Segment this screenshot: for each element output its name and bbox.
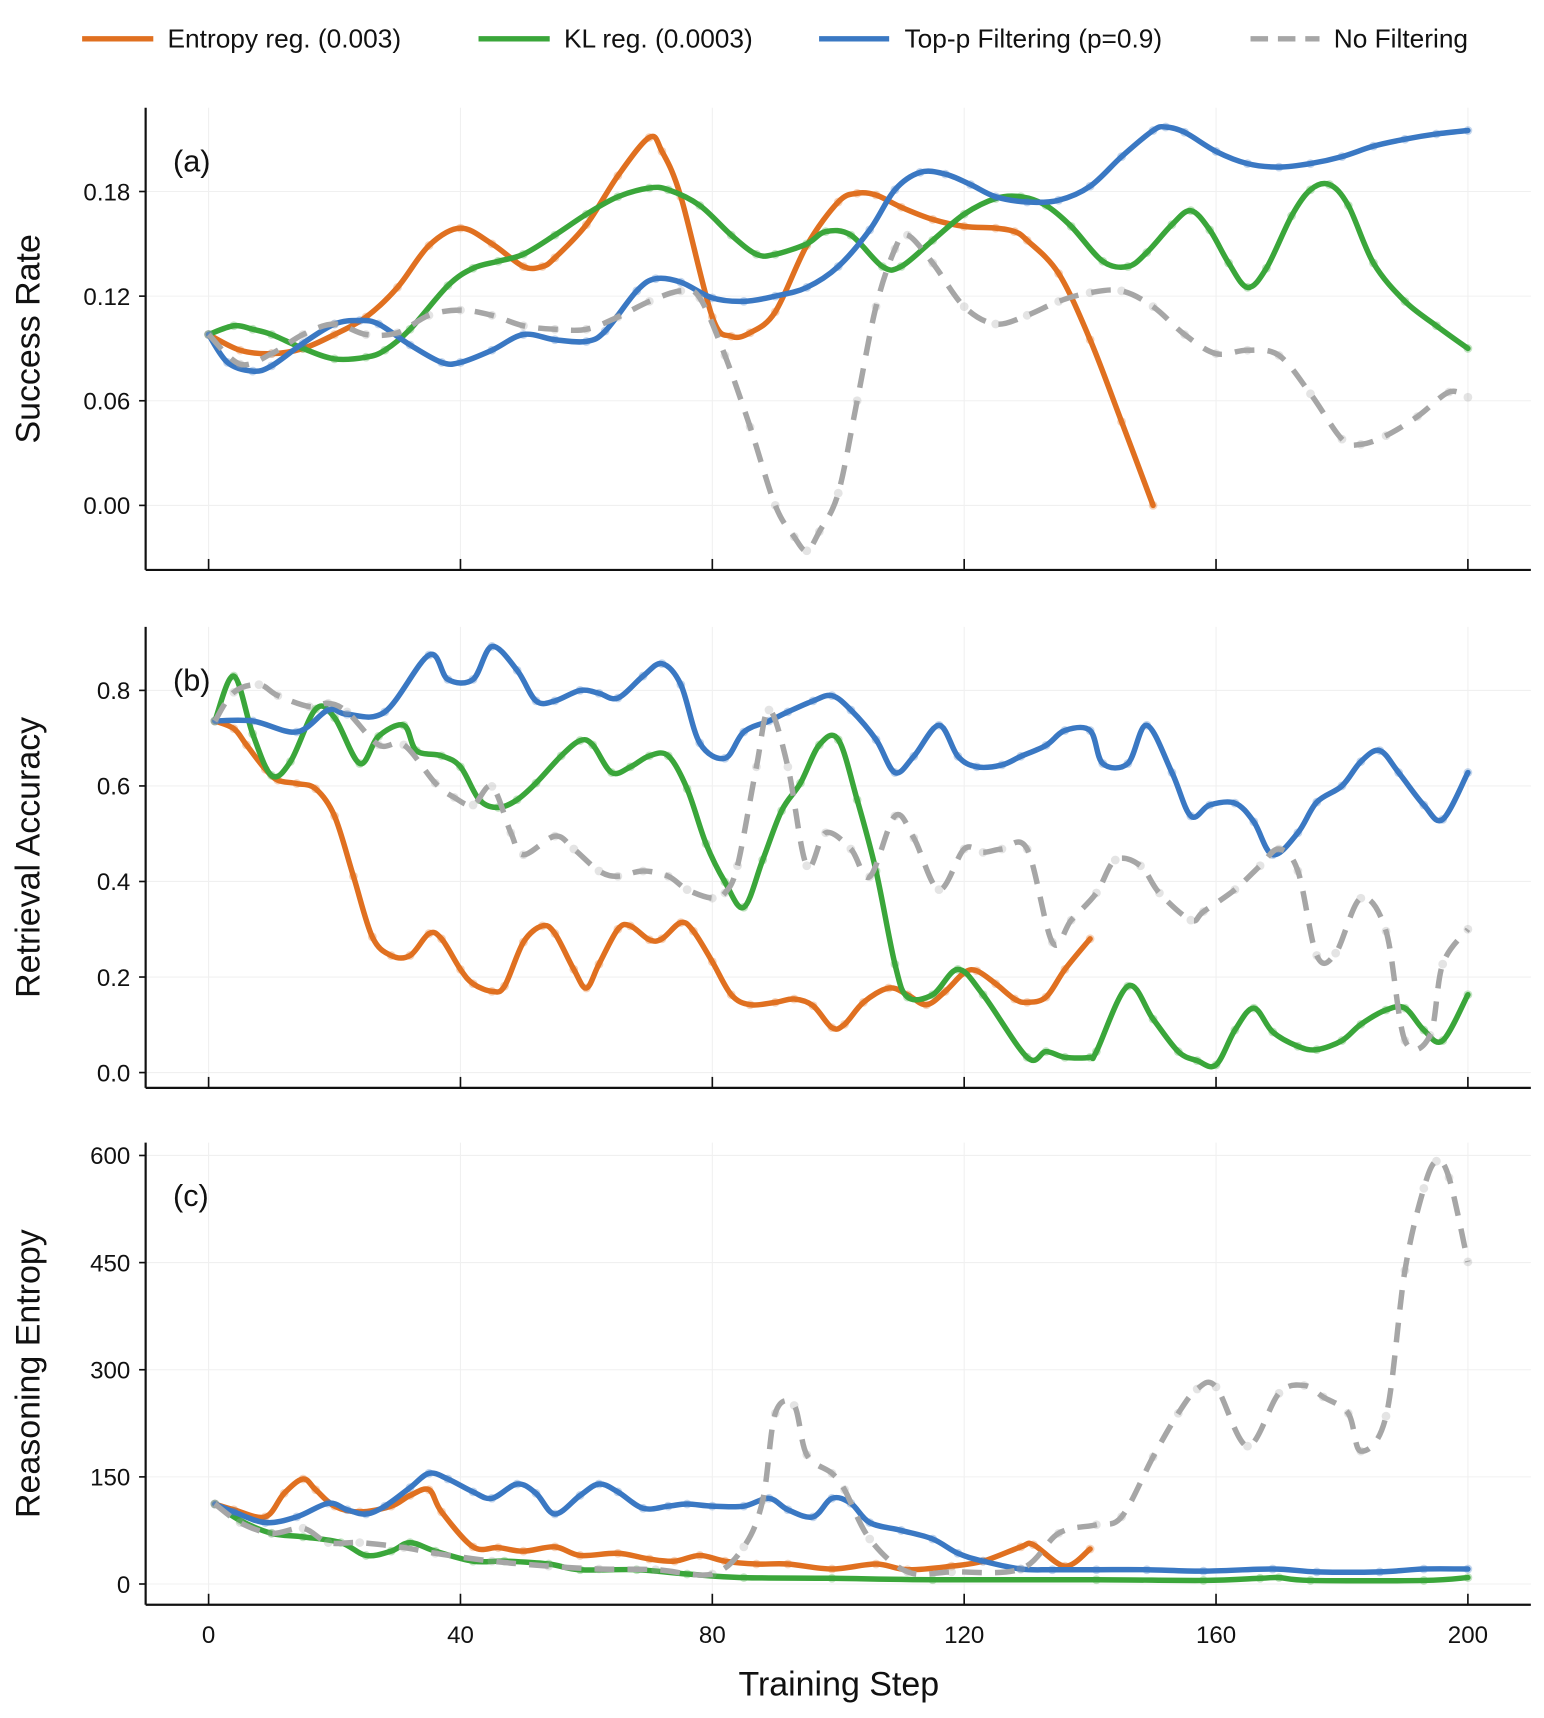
data-point	[682, 885, 692, 894]
data-point	[1419, 1183, 1429, 1193]
y-tick-label: 0.6	[97, 774, 130, 801]
legend-item-kl-reg: KL reg. (0.0003)	[478, 24, 753, 54]
series-no-filtering	[204, 230, 1473, 556]
data-point	[934, 885, 944, 894]
legend: Entropy reg. (0.003) KL reg. (0.0003) To…	[82, 24, 1468, 54]
x-tick-label: 120	[944, 1622, 984, 1649]
data-point	[1117, 286, 1126, 296]
legend-item-no-filtering: No Filtering	[1250, 24, 1468, 54]
y-tick-label: 600	[90, 1143, 130, 1170]
series-line	[205, 180, 1471, 363]
panel-label: (c)	[173, 1179, 209, 1213]
series-entropy-reg-0-003	[210, 716, 1095, 1033]
y-tick-label: 450	[90, 1250, 130, 1277]
x-tick-label: 160	[1196, 1622, 1236, 1649]
data-point	[468, 800, 478, 810]
y-tick-label: 150	[90, 1465, 130, 1492]
legend-item-top-p: Top-p Filtering (p=0.9)	[819, 24, 1162, 54]
x-tick-label: 40	[447, 1622, 474, 1649]
legend-label: KL reg. (0.0003)	[564, 24, 753, 54]
series-line	[206, 231, 1469, 554]
x-axis-label: Training Step	[739, 1666, 940, 1704]
data-point	[1381, 1411, 1391, 1421]
series-line	[213, 1157, 1471, 1578]
data-point	[1016, 1564, 1026, 1574]
panel-label: (a)	[173, 144, 210, 178]
data-point	[865, 1534, 875, 1544]
y-tick-label: 300	[90, 1357, 130, 1384]
data-point	[594, 866, 604, 876]
data-point	[1243, 1441, 1252, 1451]
y-tick-label: 0.2	[97, 965, 130, 992]
y-tick-label: 0.0	[97, 1060, 130, 1087]
y-axis-label: Reasoning Entropy	[9, 1229, 47, 1518]
data-point	[783, 762, 793, 772]
series-line	[212, 673, 1471, 1070]
legend-label: Entropy reg. (0.003)	[168, 24, 402, 54]
y-tick-label: 0.8	[97, 678, 130, 705]
y-tick-label: 0.18	[83, 179, 130, 206]
data-point	[355, 1538, 365, 1547]
legend-item-entropy-reg: Entropy reg. (0.003)	[82, 24, 401, 54]
y-tick-label: 0	[117, 1572, 130, 1599]
y-tick-label: 0.12	[83, 284, 130, 311]
data-point	[487, 1556, 497, 1566]
data-point	[739, 1542, 749, 1552]
series-kl-reg-0-0003	[210, 671, 1473, 1070]
series-kl-reg-0-0003	[204, 180, 1473, 364]
y-axis-label: Success Rate	[9, 234, 47, 443]
data-point	[323, 1538, 333, 1547]
series-line	[212, 681, 1471, 1053]
x-tick-label: 80	[699, 1622, 726, 1649]
series-no-filtering	[210, 680, 1473, 1053]
series-entropy-reg-0-003	[210, 1474, 1095, 1575]
data-point	[1331, 948, 1341, 958]
data-point	[764, 705, 774, 715]
data-point	[991, 319, 1001, 329]
series-line	[212, 1470, 1471, 1575]
x-tick-label: 200	[1448, 1622, 1488, 1649]
series-no-filtering	[210, 1156, 1473, 1579]
data-point	[947, 1567, 956, 1577]
data-point	[1463, 392, 1473, 402]
legend-label: Top-p Filtering (p=0.9)	[904, 24, 1162, 54]
data-point	[1110, 855, 1120, 865]
series-top-p-filtering-p-0-9	[210, 1468, 1473, 1577]
data-point	[569, 844, 579, 854]
series-line	[212, 1476, 1093, 1573]
panel-label: (b)	[173, 663, 210, 697]
data-point	[802, 861, 812, 871]
data-point	[1186, 915, 1196, 925]
series-top-p-filtering-p-0-9	[204, 122, 1473, 376]
data-point	[1306, 389, 1315, 399]
data-point	[1022, 310, 1032, 320]
legend-label: No Filtering	[1334, 24, 1468, 54]
y-tick-label: 0.00	[83, 493, 130, 520]
panel-a: 0.00 0.06 0.12 0.18 Success Rate (a)	[9, 107, 1531, 572]
data-point	[651, 1565, 661, 1575]
data-point	[487, 782, 497, 791]
y-tick-label: 0.06	[83, 389, 130, 416]
x-tick-label: 0	[202, 1622, 215, 1649]
data-point	[1438, 959, 1448, 969]
data-point	[833, 488, 843, 498]
y-tick-label: 0.4	[97, 869, 130, 896]
data-point	[254, 680, 264, 690]
panel-c: 0 150 300 450 600 0 40 80 120 160 200 Reasoning Ent…	[9, 1142, 1531, 1649]
y-axis-label: Retrieval Accuracy	[9, 717, 47, 998]
data-point	[959, 302, 969, 311]
series-line	[212, 718, 1093, 1032]
panel-b: 0.0 0.2 0.4 0.6 0.8 Retrieval Accuracy (b)	[9, 626, 1531, 1089]
data-point	[342, 707, 352, 717]
